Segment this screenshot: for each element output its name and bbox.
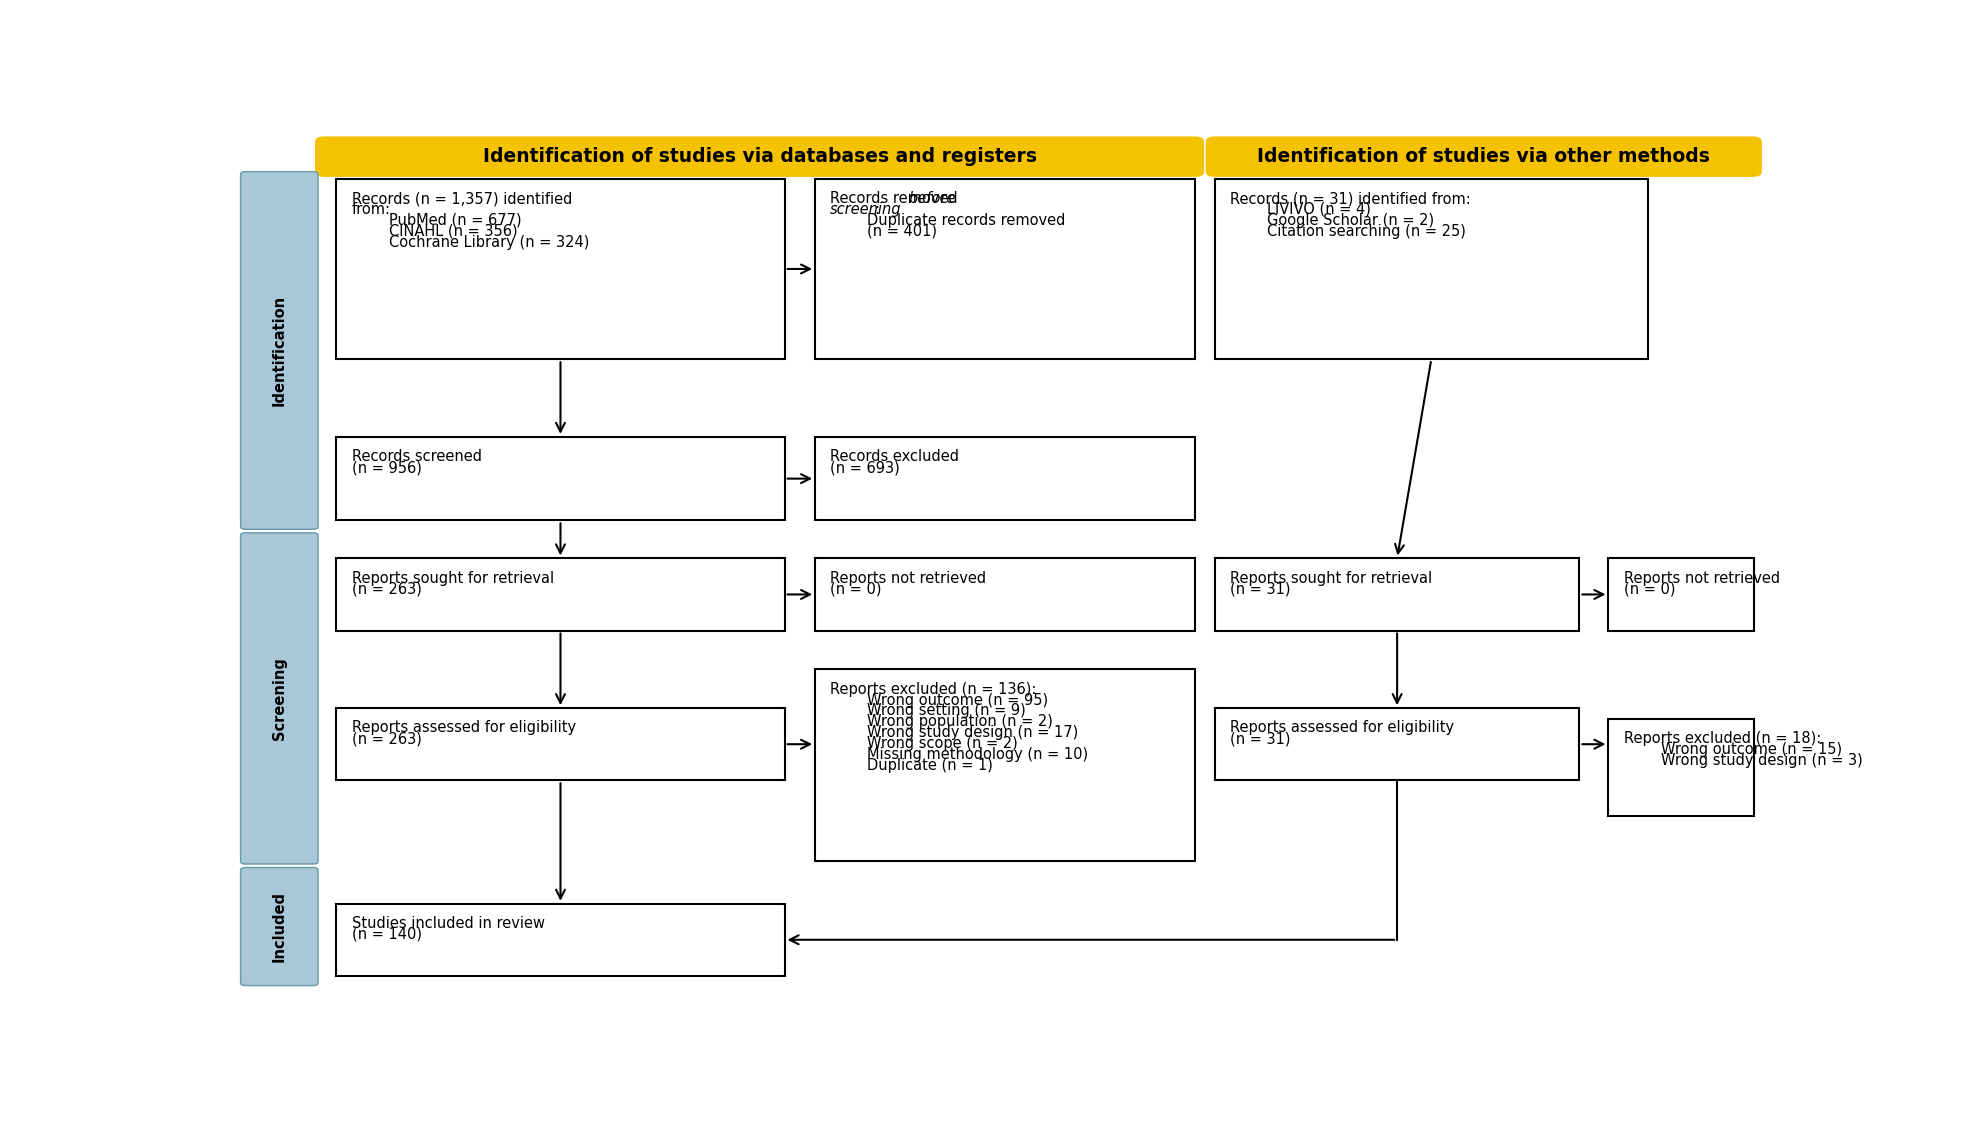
- Text: Records (n = 1,357) identified: Records (n = 1,357) identified: [351, 191, 573, 206]
- FancyBboxPatch shape: [1214, 178, 1647, 359]
- Text: Citation searching (n = 25): Citation searching (n = 25): [1230, 224, 1465, 239]
- FancyBboxPatch shape: [241, 867, 318, 986]
- Text: PubMed (n = 677): PubMed (n = 677): [351, 213, 522, 228]
- FancyBboxPatch shape: [1214, 558, 1579, 630]
- Text: (n = 31): (n = 31): [1230, 581, 1290, 596]
- Text: (n = 0): (n = 0): [830, 581, 882, 596]
- Text: Screening: Screening: [273, 657, 286, 740]
- Text: (n = 693): (n = 693): [830, 460, 900, 475]
- Text: Reports excluded (n = 136):: Reports excluded (n = 136):: [830, 682, 1037, 697]
- Text: Wrong population (n = 2): Wrong population (n = 2): [830, 714, 1053, 730]
- FancyBboxPatch shape: [816, 437, 1194, 521]
- Text: LIVIVO (n = 4): LIVIVO (n = 4): [1230, 202, 1371, 217]
- Text: (n = 140): (n = 140): [351, 927, 422, 942]
- FancyBboxPatch shape: [337, 558, 784, 630]
- FancyBboxPatch shape: [816, 558, 1194, 630]
- Text: Wrong study design (n = 3): Wrong study design (n = 3): [1624, 753, 1863, 768]
- Text: Reports excluded (n = 18):: Reports excluded (n = 18):: [1624, 731, 1822, 746]
- Text: (n = 401): (n = 401): [830, 224, 937, 239]
- Text: Reports not retrieved: Reports not retrieved: [830, 571, 986, 586]
- Text: Studies included in review: Studies included in review: [351, 916, 545, 931]
- FancyBboxPatch shape: [316, 136, 1204, 177]
- Text: Wrong outcome (n = 95): Wrong outcome (n = 95): [830, 692, 1049, 708]
- Text: Missing methodology (n = 10): Missing methodology (n = 10): [830, 747, 1088, 762]
- FancyBboxPatch shape: [337, 437, 784, 521]
- Text: Cochrane Library (n = 324): Cochrane Library (n = 324): [351, 235, 588, 249]
- Text: Identification of studies via databases and registers: Identification of studies via databases …: [482, 148, 1037, 166]
- Text: Records removed: Records removed: [830, 191, 963, 206]
- FancyBboxPatch shape: [1214, 708, 1579, 780]
- FancyBboxPatch shape: [1608, 558, 1755, 630]
- Text: Records (n = 31) identified from:: Records (n = 31) identified from:: [1230, 191, 1471, 206]
- Text: Identification: Identification: [273, 295, 286, 406]
- Text: (n = 263): (n = 263): [351, 581, 422, 596]
- Text: from:: from:: [351, 202, 390, 217]
- Text: Reports sought for retrieval: Reports sought for retrieval: [351, 571, 553, 586]
- Text: Identification of studies via other methods: Identification of studies via other meth…: [1257, 148, 1710, 166]
- Text: Google Scholar (n = 2): Google Scholar (n = 2): [1230, 213, 1433, 228]
- Text: (n = 0): (n = 0): [1624, 581, 1675, 596]
- FancyBboxPatch shape: [241, 533, 318, 864]
- FancyBboxPatch shape: [337, 178, 784, 359]
- FancyBboxPatch shape: [337, 904, 784, 976]
- Text: Wrong study design (n = 17): Wrong study design (n = 17): [830, 725, 1079, 740]
- Text: Reports assessed for eligibility: Reports assessed for eligibility: [1230, 721, 1453, 736]
- FancyBboxPatch shape: [241, 172, 318, 530]
- Text: (n = 956): (n = 956): [351, 460, 422, 475]
- Text: (n = 31): (n = 31): [1230, 731, 1290, 746]
- Text: Duplicate (n = 1): Duplicate (n = 1): [830, 758, 992, 773]
- Text: Wrong scope (n = 2): Wrong scope (n = 2): [830, 737, 1018, 752]
- FancyBboxPatch shape: [337, 708, 784, 780]
- Text: Reports sought for retrieval: Reports sought for retrieval: [1230, 571, 1432, 586]
- Text: Reports not retrieved: Reports not retrieved: [1624, 571, 1781, 586]
- Text: before: before: [908, 191, 955, 206]
- Text: Records screened: Records screened: [351, 450, 482, 464]
- Text: Duplicate records removed: Duplicate records removed: [830, 213, 1065, 228]
- FancyBboxPatch shape: [1608, 718, 1755, 816]
- Text: Included: Included: [273, 891, 286, 962]
- Text: Wrong setting (n = 9): Wrong setting (n = 9): [830, 704, 1026, 718]
- Text: CINAHL (n = 356): CINAHL (n = 356): [351, 224, 518, 239]
- Text: Records excluded: Records excluded: [830, 450, 959, 464]
- Text: screening: screening: [830, 202, 902, 217]
- FancyBboxPatch shape: [1206, 136, 1761, 177]
- Text: :: :: [875, 202, 879, 217]
- FancyBboxPatch shape: [816, 669, 1194, 861]
- Text: Reports assessed for eligibility: Reports assessed for eligibility: [351, 721, 577, 736]
- Text: (n = 263): (n = 263): [351, 731, 422, 746]
- FancyBboxPatch shape: [816, 178, 1194, 359]
- Text: Wrong outcome (n = 15): Wrong outcome (n = 15): [1624, 742, 1841, 757]
